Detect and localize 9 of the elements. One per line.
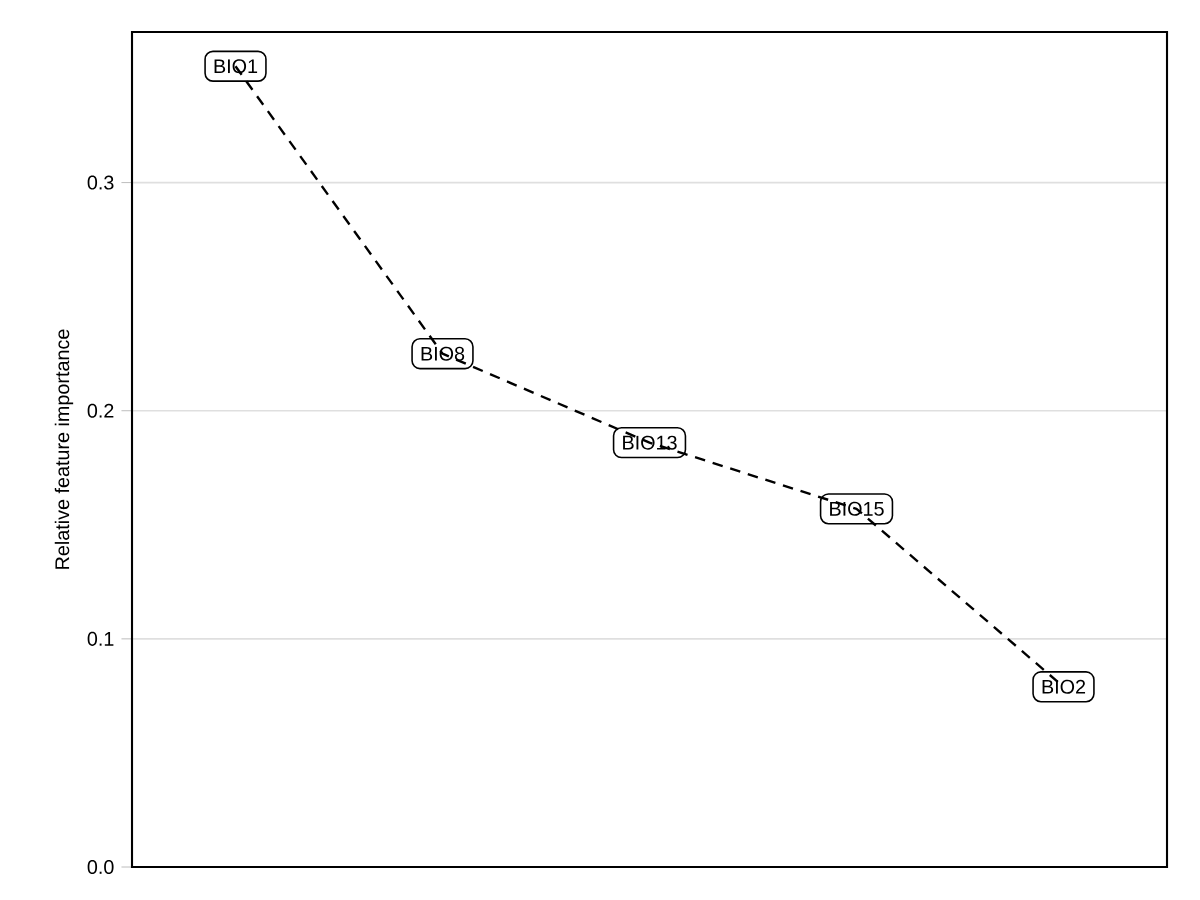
x-tick-label: BIO8 <box>421 346 465 361</box>
x-tick-label: BIO15 <box>830 501 884 516</box>
x-tick-label: BIO2 <box>1042 679 1086 694</box>
y-axis-title: Relative feature importance <box>54 329 74 569</box>
y-tick-label: 0.2 <box>87 403 114 418</box>
y-tick-label: 0.0 <box>87 860 114 875</box>
y-tick-label: 0.1 <box>87 631 114 646</box>
x-tick-label: BIO1 <box>214 59 258 74</box>
y-tick-label: 0.3 <box>87 175 114 190</box>
